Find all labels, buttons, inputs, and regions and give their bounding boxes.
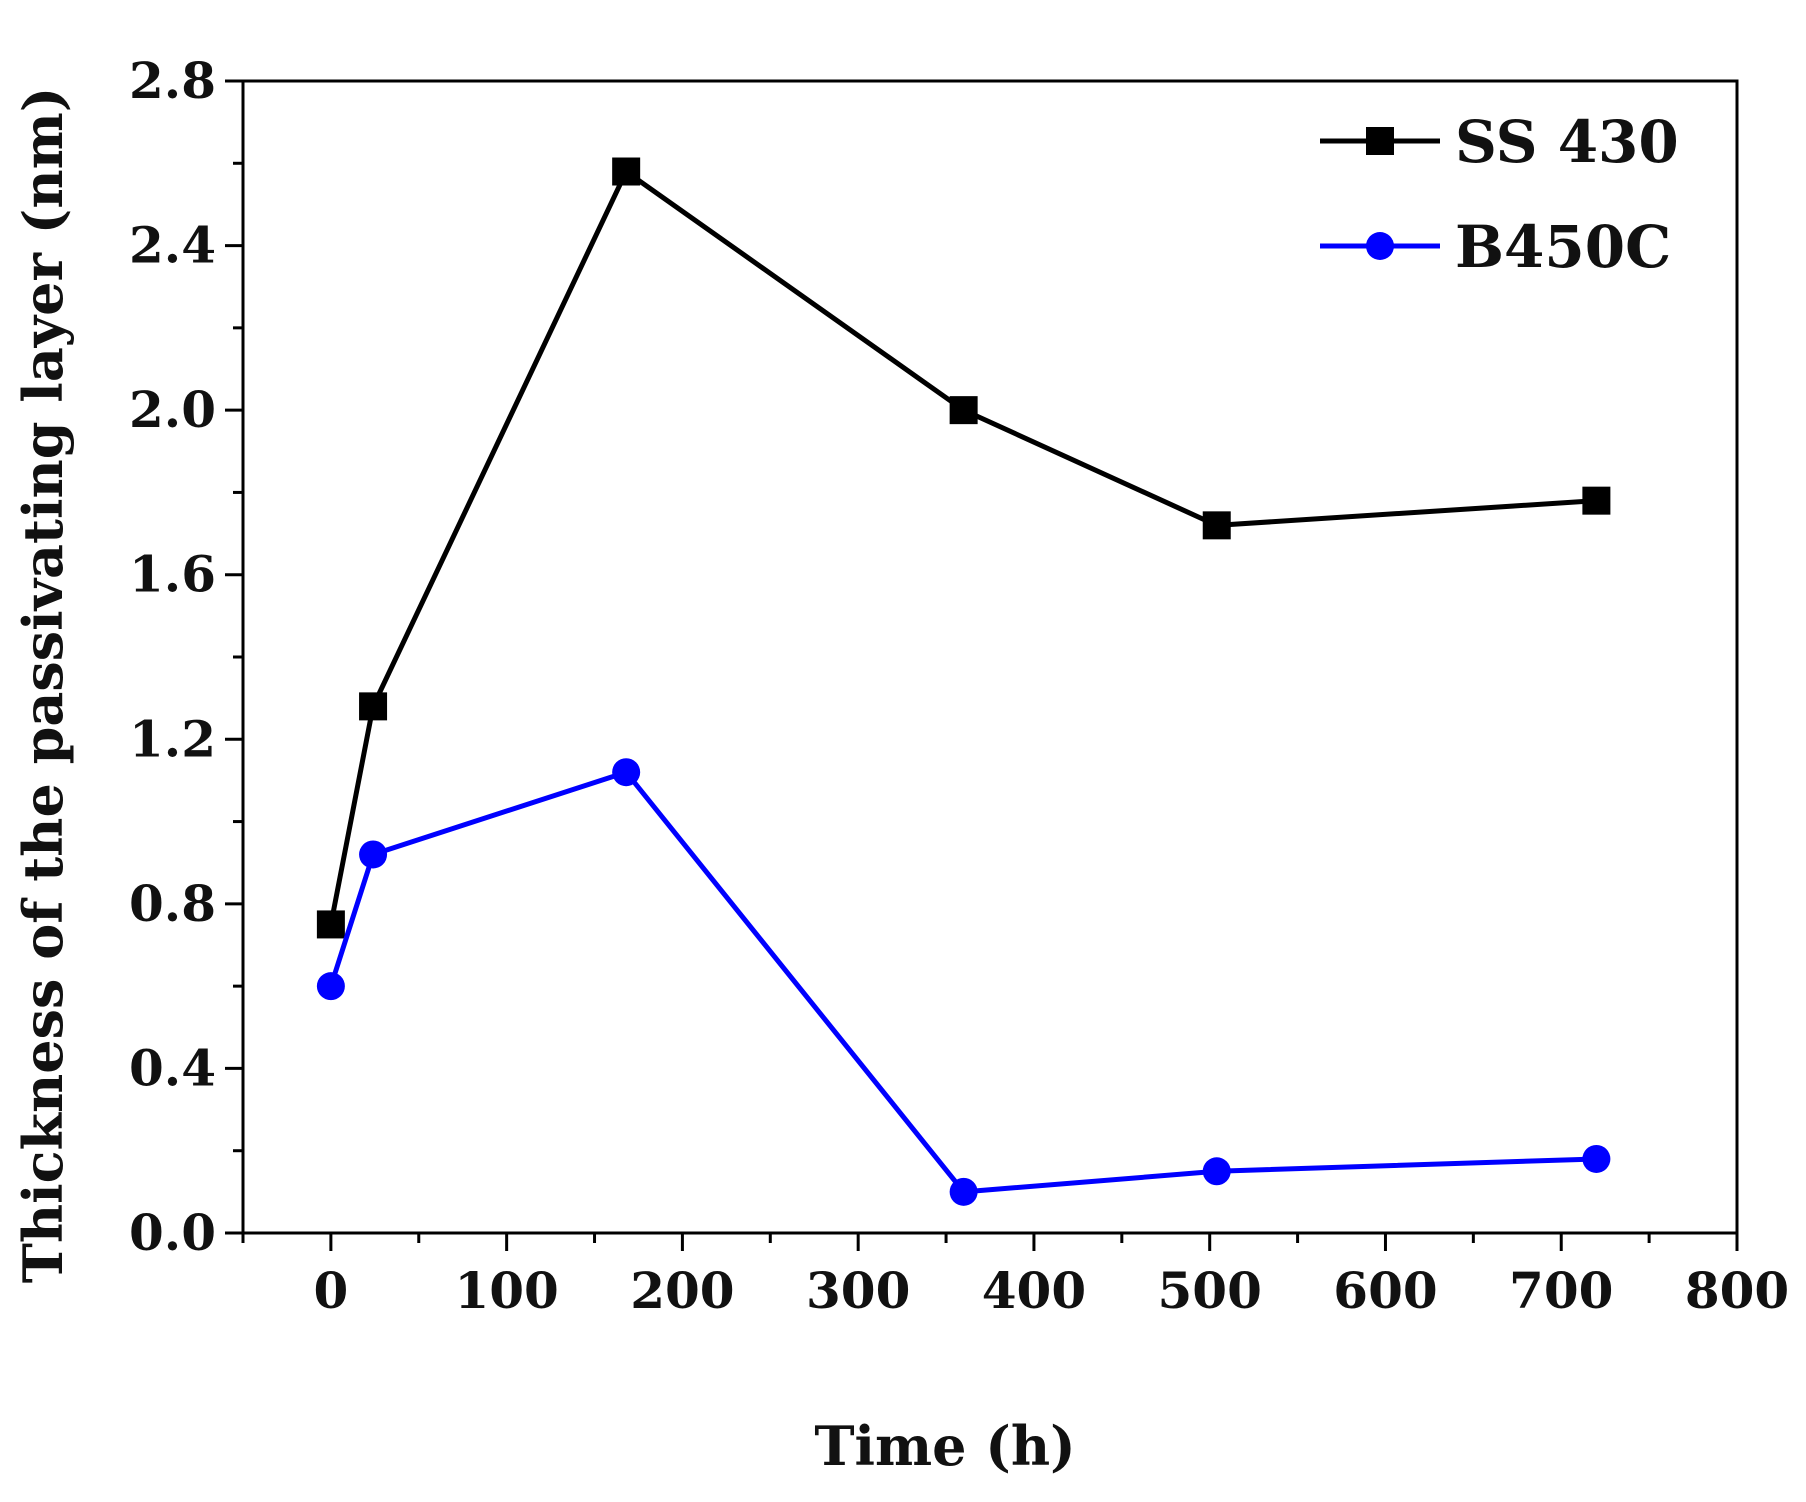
x-axis-title: Time (h) bbox=[814, 1414, 1075, 1478]
y-axis-ticks: 0.0 0.4 0.8 1.2 1.6 2.0 2.4 2.8 bbox=[129, 51, 243, 1262]
y-tick-label: 2.8 bbox=[129, 51, 216, 110]
x-tick-label: 700 bbox=[1509, 1261, 1613, 1320]
chart-marks bbox=[316, 157, 1611, 1206]
legend-item-b450c: B450C bbox=[1320, 213, 1671, 281]
data-point-b450c bbox=[949, 1177, 978, 1206]
x-tick-label: 300 bbox=[806, 1261, 910, 1320]
data-point-ss430 bbox=[1202, 511, 1231, 540]
y-tick-label: 0.0 bbox=[129, 1203, 216, 1262]
data-point-ss430 bbox=[612, 157, 641, 186]
x-tick-label: 400 bbox=[982, 1261, 1086, 1320]
x-tick-label: 100 bbox=[454, 1261, 558, 1320]
data-point-ss430 bbox=[1582, 486, 1611, 515]
legend-marker-square bbox=[1366, 127, 1394, 155]
x-tick-label: 500 bbox=[1158, 1261, 1262, 1320]
x-tick-label: 200 bbox=[630, 1261, 734, 1320]
data-point-b450c bbox=[316, 972, 345, 1001]
legend: SS 430 B450C bbox=[1320, 108, 1679, 281]
x-tick-label: 0 bbox=[313, 1261, 348, 1320]
legend-label-ss430: SS 430 bbox=[1455, 108, 1679, 176]
y-axis-title: Thickness of the passivating layer (nm) bbox=[11, 87, 75, 1284]
legend-label-b450c: B450C bbox=[1455, 213, 1671, 281]
y-tick-label: 1.2 bbox=[129, 709, 216, 768]
series-line-ss430 bbox=[328, 169, 1597, 925]
legend-item-ss430: SS 430 bbox=[1320, 108, 1679, 176]
x-axis-ticks: 0 100 200 300 400 500 600 700 800 bbox=[241, 1233, 1789, 1320]
y-tick-label: 0.8 bbox=[129, 874, 216, 933]
data-point-ss430 bbox=[359, 692, 388, 721]
legend-marker-circle bbox=[1366, 232, 1394, 260]
data-point-b450c bbox=[612, 758, 641, 787]
data-point-b450c bbox=[1582, 1144, 1611, 1173]
x-tick-label: 600 bbox=[1333, 1261, 1437, 1320]
y-tick-label: 0.4 bbox=[129, 1038, 216, 1097]
y-tick-label: 2.4 bbox=[129, 216, 216, 275]
series-line-b450c bbox=[328, 769, 1597, 1195]
data-point-ss430 bbox=[316, 910, 345, 939]
x-tick-label: 800 bbox=[1685, 1261, 1789, 1320]
data-point-b450c bbox=[1202, 1157, 1231, 1186]
data-point-b450c bbox=[359, 840, 388, 869]
y-tick-label: 1.6 bbox=[129, 545, 216, 604]
y-tick-label: 2.0 bbox=[129, 380, 216, 439]
data-point-ss430 bbox=[949, 396, 978, 425]
